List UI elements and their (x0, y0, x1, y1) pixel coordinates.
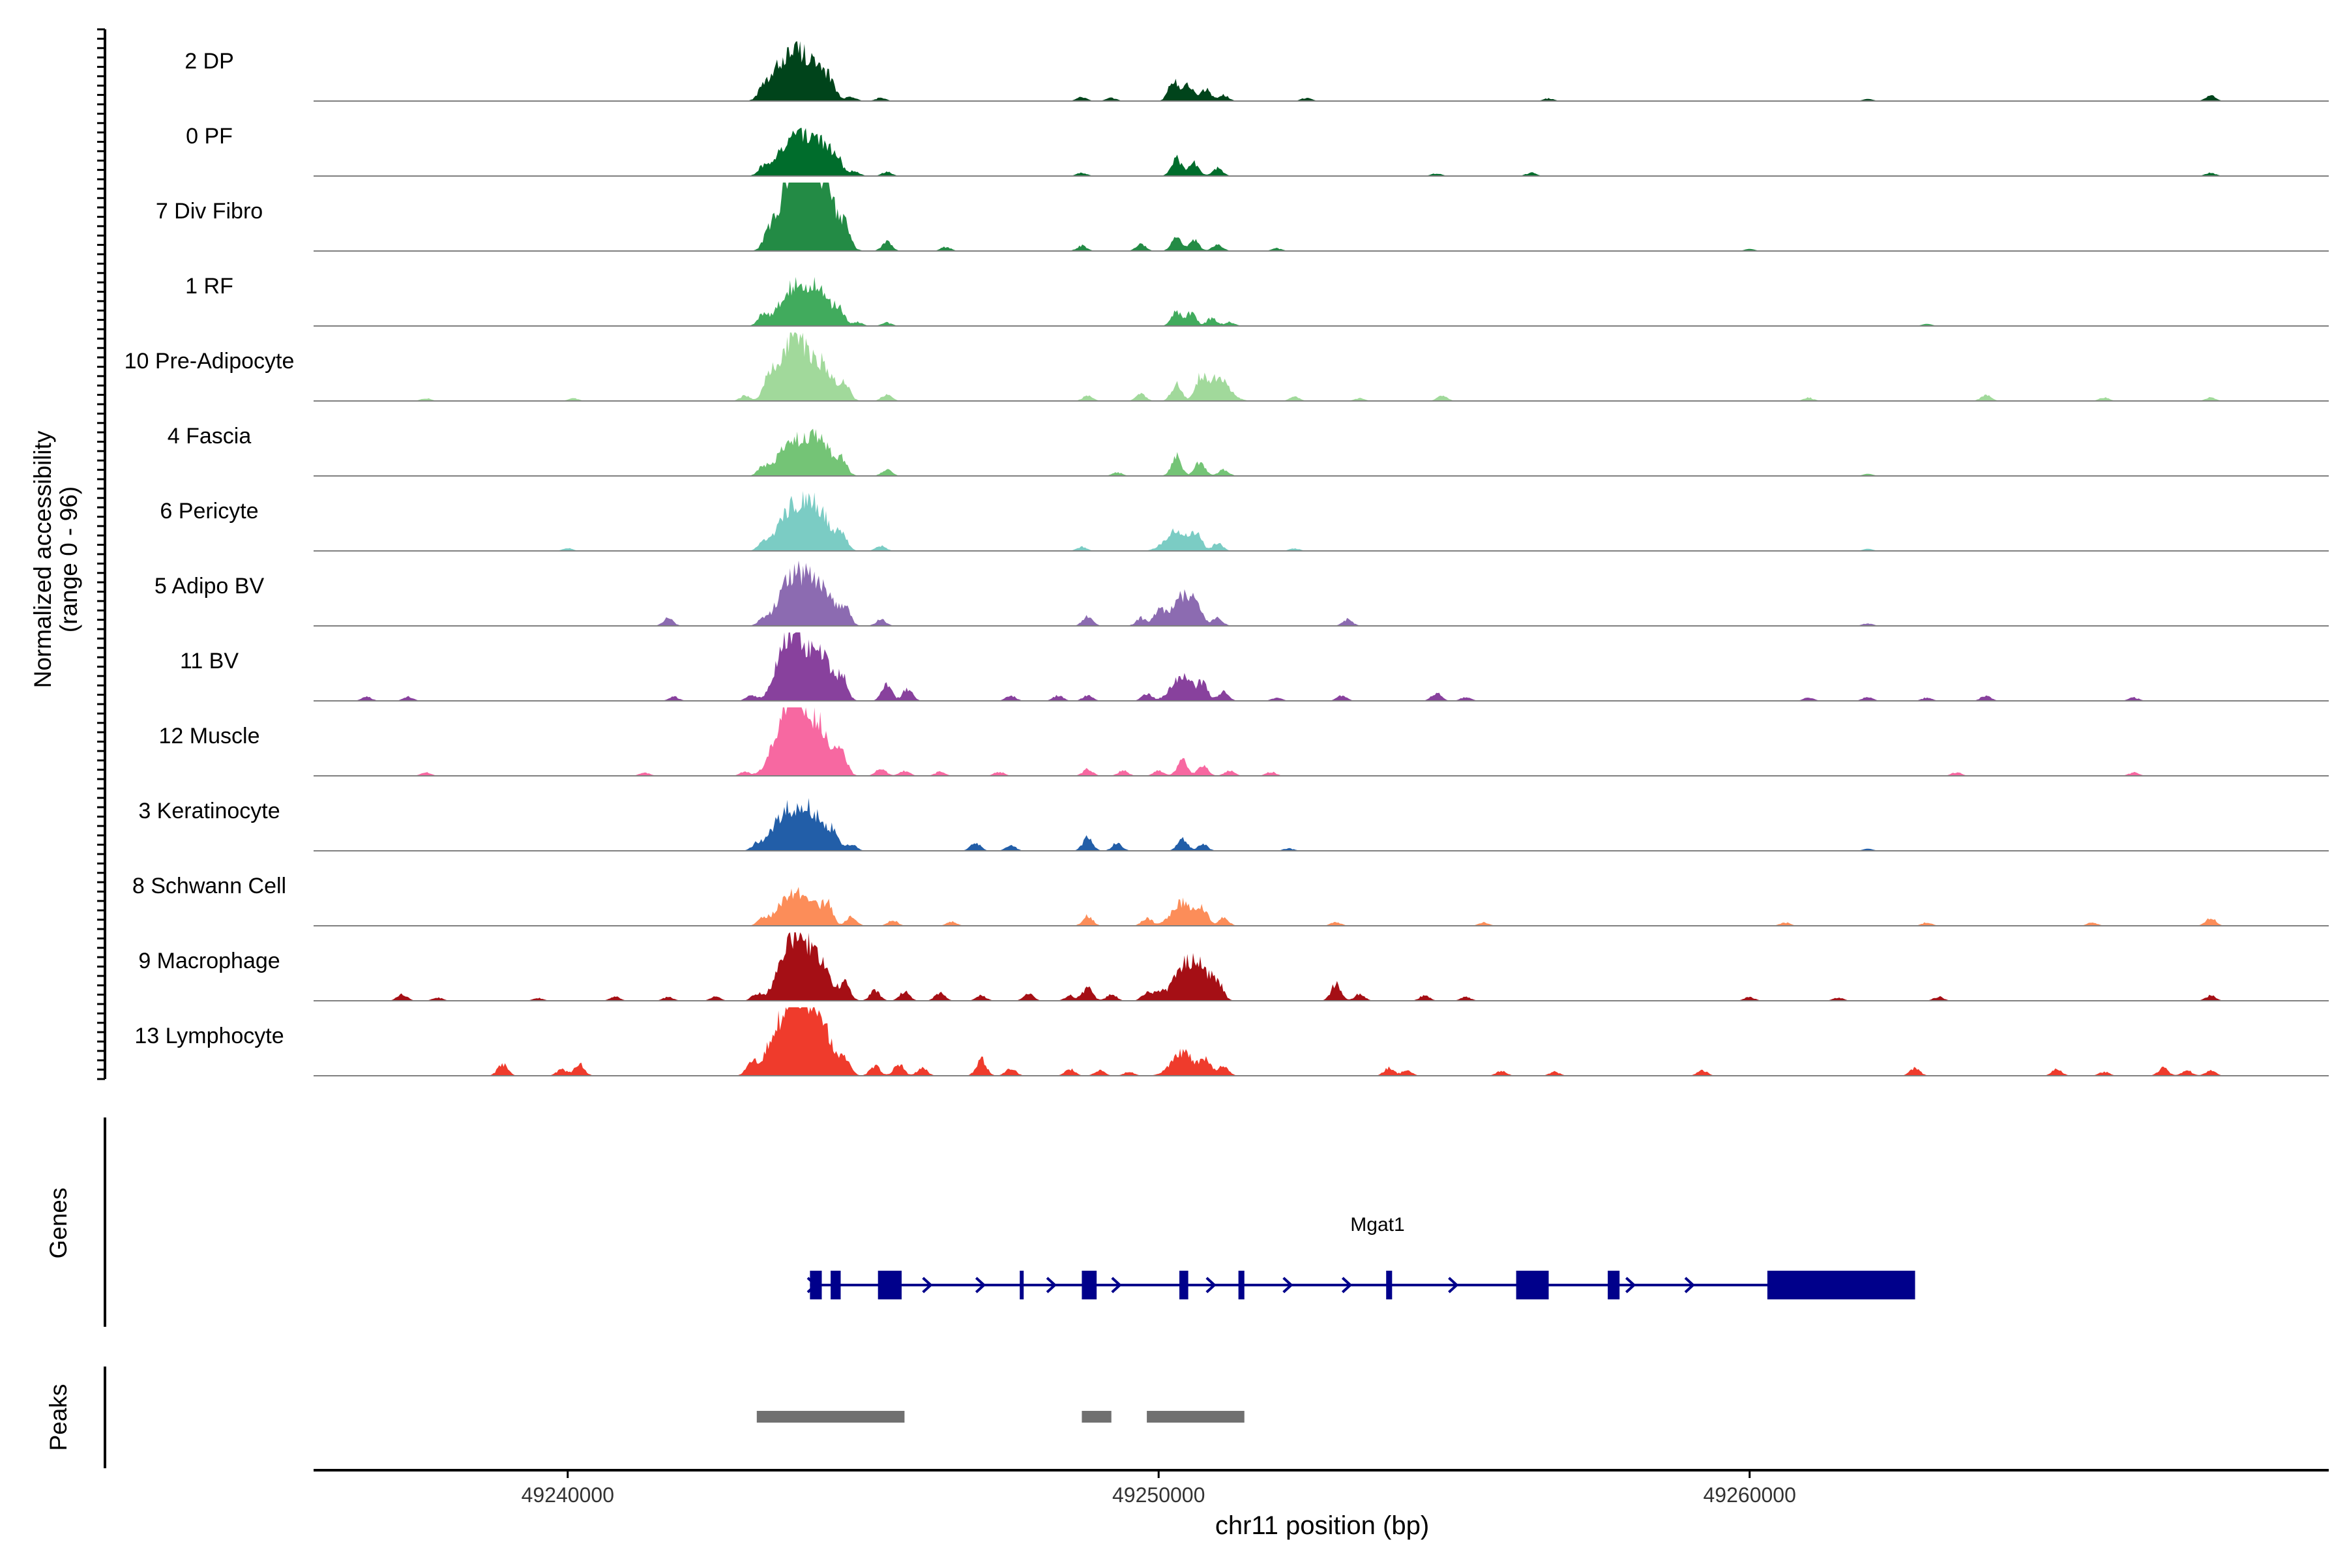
track-1: 2 DP (185, 41, 2329, 102)
track-label: 7 Div Fibro (156, 199, 263, 224)
track-label: 11 BV (180, 649, 239, 673)
track-9: 11 BV (180, 632, 2329, 702)
gene-strand-arrow (975, 1277, 986, 1294)
track-10: 12 Muscle (159, 707, 2329, 777)
x-tick-label: 49260000 (1704, 1483, 1796, 1507)
track-label: 0 PF (186, 124, 233, 149)
track-11: 3 Keratinocyte (138, 798, 2329, 851)
gene-strand-arrow (1282, 1277, 1293, 1294)
track-label: 12 Muscle (159, 724, 260, 748)
track-area (314, 887, 2329, 926)
track-13: 9 Macrophage (138, 932, 2329, 1001)
x-axis-group: 49240000 49250000 49260000 (314, 1469, 2329, 1507)
peak-region (1082, 1411, 1112, 1423)
gene-exon (1082, 1271, 1097, 1299)
gene-strand-arrow (1205, 1277, 1217, 1294)
gene-exon (1516, 1271, 1549, 1299)
track-area (314, 632, 2329, 701)
track-area (314, 707, 2329, 776)
peaks-group (756, 1411, 1245, 1423)
track-4: 1 RF (185, 274, 2329, 327)
x-axis-title: chr11 position (bp) (1215, 1511, 1429, 1540)
peak-region (1147, 1411, 1245, 1423)
track-label: 6 Pericyte (160, 499, 258, 524)
track-label: 8 Schwann Cell (132, 874, 286, 898)
track-label: 2 DP (185, 49, 234, 74)
peak-region (756, 1411, 905, 1423)
track-label: 5 Adipo BV (155, 574, 265, 599)
track-8: 5 Adipo BV (155, 560, 2329, 627)
gene-name-label: Mgat1 (1350, 1214, 1404, 1235)
x-tick-label: 49240000 (522, 1483, 614, 1507)
track-area (314, 333, 2329, 401)
track-label: 1 RF (185, 274, 233, 299)
track-7: 6 Pericyte (160, 491, 2329, 552)
track-label: 10 Pre-Adipocyte (125, 349, 295, 374)
track-area (314, 276, 2329, 326)
track-2: 0 PF (186, 124, 2329, 177)
track-3: 7 Div Fibro (156, 183, 2329, 252)
track-6: 4 Fascia (168, 424, 2329, 477)
gene-exon (1767, 1271, 1915, 1299)
track-area (314, 183, 2329, 251)
track-area (314, 932, 2329, 1001)
track-12: 8 Schwann Cell (132, 874, 2329, 926)
track-area (314, 127, 2329, 176)
gene-exon (878, 1271, 902, 1299)
gene-strand-arrow (1111, 1277, 1122, 1294)
track-label: 4 Fascia (168, 424, 252, 449)
track-area (314, 1007, 2329, 1076)
gene-exon (1386, 1271, 1393, 1299)
genes-track-label: Genes (45, 1187, 72, 1258)
track-5: 10 Pre-Adipocyte (125, 333, 2329, 402)
gene-exon (831, 1271, 841, 1299)
gene-strand-arrow (1684, 1277, 1695, 1294)
y-axis-label-line1: Normalized accessibility (29, 430, 56, 688)
gene-strand-arrow (1341, 1277, 1353, 1294)
track-label: 13 Lymphocyte (134, 1024, 284, 1048)
tracks-group: 2 DP 0 PF 7 Div Fibro 1 RF 10 Pre-Adipocyte 4… (125, 41, 2329, 1076)
gene-strand-arrow (1625, 1277, 1636, 1294)
track-label: 3 Keratinocyte (138, 799, 280, 823)
track-14: 13 Lymphocyte (134, 1007, 2329, 1076)
track-area (314, 560, 2329, 626)
track-area (314, 491, 2329, 551)
track-label: 9 Macrophage (138, 949, 280, 973)
gene-strand-arrow (806, 1277, 818, 1294)
gene-strand-arrow (1448, 1277, 1459, 1294)
gene-exon (1238, 1271, 1245, 1299)
track-area (314, 428, 2329, 476)
track-area (314, 41, 2329, 101)
x-tick-label: 49250000 (1112, 1483, 1205, 1507)
peaks-track-label: Peaks (45, 1384, 72, 1451)
gene-exon (1179, 1271, 1188, 1299)
genes-group (806, 1271, 1915, 1299)
gene-exon (1020, 1271, 1024, 1299)
left-axis-group (97, 28, 106, 1468)
gene-strand-arrow (922, 1277, 933, 1294)
gene-exon (1608, 1271, 1620, 1299)
track-area (314, 798, 2329, 851)
gene-strand-arrow (1046, 1277, 1057, 1294)
y-axis-label-line2: (range 0 - 96) (55, 486, 82, 632)
